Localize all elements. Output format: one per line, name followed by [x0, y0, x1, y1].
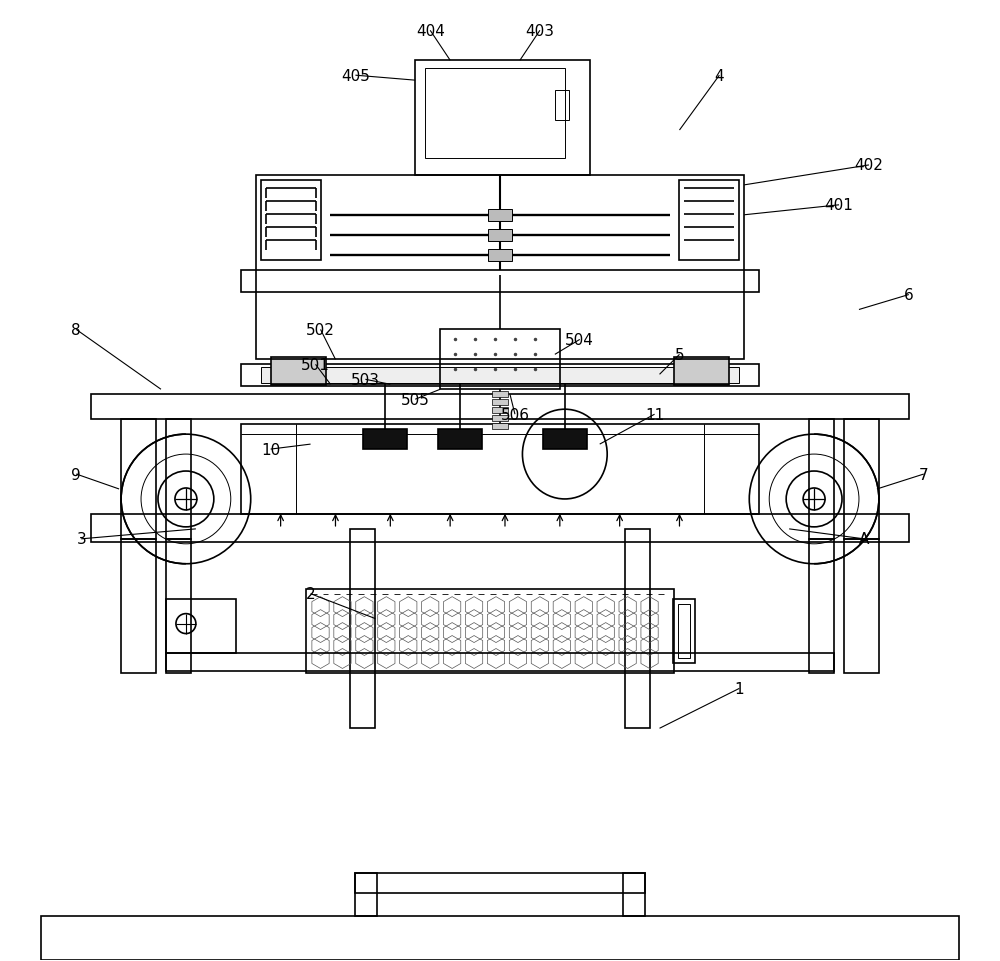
Bar	[488, 230, 512, 241]
Bar	[166, 420, 191, 539]
Bar	[256, 176, 744, 360]
Text: 405: 405	[341, 68, 370, 84]
Bar	[440, 330, 560, 390]
Bar	[241, 270, 759, 292]
Bar	[623, 873, 645, 916]
Bar	[543, 430, 587, 450]
Text: 501: 501	[301, 357, 330, 373]
Bar	[492, 416, 508, 422]
Text: 11: 11	[645, 407, 664, 422]
Text: 403: 403	[525, 24, 554, 38]
Bar	[488, 250, 512, 261]
Bar	[438, 430, 482, 450]
Text: 8: 8	[71, 323, 81, 337]
Bar	[809, 420, 834, 539]
Bar	[363, 430, 407, 450]
Bar	[355, 873, 645, 893]
Bar	[241, 425, 759, 514]
Text: 404: 404	[416, 24, 445, 38]
Bar	[415, 62, 590, 176]
Bar	[306, 589, 674, 674]
Text: 3: 3	[76, 531, 86, 547]
Text: 5: 5	[675, 348, 684, 362]
Text: 2: 2	[306, 586, 315, 602]
Text: 503: 503	[351, 373, 380, 387]
Bar	[241, 365, 759, 387]
Text: 506: 506	[500, 407, 529, 422]
Text: 505: 505	[401, 392, 430, 407]
Text: 402: 402	[854, 159, 883, 173]
Bar	[625, 530, 650, 728]
Bar	[121, 420, 156, 539]
Bar	[678, 604, 690, 659]
Text: 502: 502	[306, 323, 335, 337]
Bar	[41, 916, 959, 960]
Bar	[492, 407, 508, 414]
Text: 1: 1	[734, 681, 744, 696]
Bar	[674, 358, 729, 386]
Bar	[809, 539, 834, 674]
Text: 6: 6	[904, 287, 914, 303]
Bar	[350, 530, 375, 728]
Bar	[488, 209, 512, 222]
Bar	[492, 400, 508, 406]
Bar	[492, 392, 508, 398]
Text: A: A	[859, 531, 869, 547]
Bar	[121, 539, 156, 674]
Bar	[91, 514, 909, 542]
Bar	[844, 420, 879, 539]
Text: 9: 9	[71, 467, 81, 482]
Bar	[166, 653, 834, 672]
Bar	[679, 181, 739, 260]
Bar	[673, 599, 695, 664]
Text: 10: 10	[261, 442, 280, 457]
Bar	[844, 539, 879, 674]
Bar	[271, 358, 326, 386]
Bar	[166, 599, 236, 653]
Bar	[166, 539, 191, 674]
Bar	[355, 873, 377, 916]
Bar	[492, 424, 508, 430]
Text: 504: 504	[565, 333, 594, 348]
Bar	[425, 69, 565, 159]
Text: 4: 4	[715, 68, 724, 84]
Bar	[261, 181, 321, 260]
Text: 7: 7	[919, 467, 929, 482]
Text: 401: 401	[825, 198, 853, 213]
Bar	[555, 91, 569, 121]
Bar	[91, 395, 909, 420]
Bar	[261, 368, 739, 383]
